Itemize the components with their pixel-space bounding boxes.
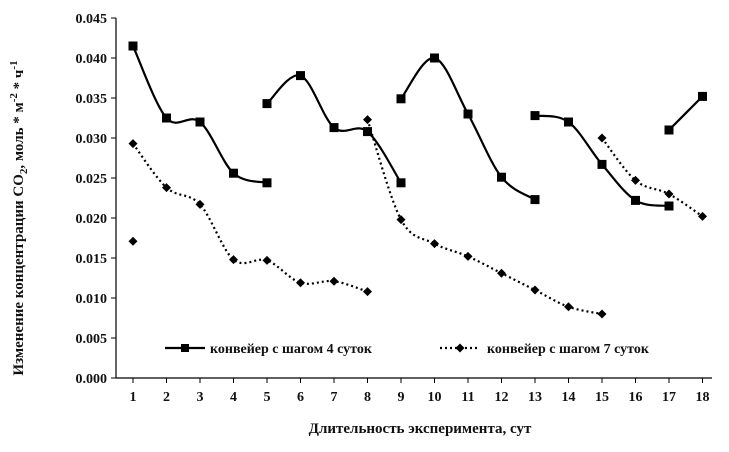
x-tick-label: 16 (629, 390, 643, 405)
series-2-point (564, 302, 573, 312)
legend-marker-series-2 (455, 343, 465, 353)
x-tick-label: 3 (197, 390, 204, 405)
y-tick-label: 0.030 (76, 132, 108, 147)
series-1-point (530, 195, 540, 205)
series-1-point (329, 123, 339, 133)
series-1-point (597, 159, 607, 169)
series-2-point (296, 278, 305, 288)
series-1-line (400, 56, 536, 201)
series-2-point (396, 215, 406, 225)
series-1-point (195, 117, 205, 127)
plot-area (128, 41, 707, 319)
y-tick-label: 0.020 (76, 212, 108, 227)
y-tick-label: 0.045 (76, 12, 108, 27)
series-2-point (664, 189, 674, 199)
series-2-point (363, 115, 372, 125)
y-tick-label: 0.040 (76, 52, 108, 67)
series-1-point (430, 53, 439, 63)
series-1-point (162, 113, 171, 123)
x-tick-label: 1 (130, 390, 137, 405)
series-1-point (396, 178, 406, 188)
x-tick-label: 14 (562, 390, 576, 405)
series-2-point (363, 287, 372, 297)
series-1-point (497, 172, 506, 182)
series-1-line (668, 95, 704, 131)
x-tick-label: 5 (264, 390, 271, 405)
series-2-point (162, 183, 171, 193)
y-tick-label: 0.005 (76, 332, 108, 347)
x-tick-label: 2 (163, 390, 170, 405)
series-2-line (132, 142, 368, 293)
legend-label-series-2: конвейер с шагом 7 суток (487, 342, 650, 357)
series-2-point (597, 133, 607, 143)
series-2-point (128, 236, 138, 246)
series-1-point (396, 94, 406, 104)
series-2-point (128, 139, 138, 149)
series-1-point (128, 41, 138, 51)
x-axis-title: Длительность эксперимента, сут (309, 421, 532, 437)
series-1-point (262, 178, 272, 188)
series-2-point (497, 268, 506, 278)
series-2-point (530, 285, 540, 295)
y-tick-label: 0.025 (76, 172, 108, 187)
x-tick-label: 10 (428, 390, 442, 405)
series-1-point (363, 127, 372, 137)
legend: конвейер с шагом 4 суток конвейер с шаго… (165, 342, 650, 357)
series-1-point (698, 91, 707, 101)
series-2-point (229, 255, 238, 265)
series-1-point (296, 71, 305, 81)
series-1-point (631, 195, 640, 205)
series-2-point (430, 239, 439, 249)
series-2-point (195, 199, 205, 209)
series-2-point (463, 251, 473, 261)
series-2-point (631, 175, 640, 185)
series-2-point (262, 255, 272, 265)
x-tick-label: 13 (528, 390, 542, 405)
x-tick-label: 8 (364, 390, 371, 405)
series-2-point (329, 276, 339, 286)
series-2-point (698, 211, 707, 221)
y-tick-label: 0.015 (76, 252, 108, 267)
series-1-point (262, 99, 272, 109)
series-1-point (664, 201, 674, 211)
x-tick-label: 9 (398, 390, 405, 405)
series-1-point (229, 168, 238, 178)
series-1-point (530, 111, 540, 121)
x-tick-label: 12 (495, 390, 509, 405)
x-tick-label: 6 (297, 390, 304, 405)
series-2-point (597, 309, 607, 319)
y-tick-label: 0.035 (76, 92, 108, 107)
x-tick-label: 4 (230, 390, 237, 405)
y-tick-label: 0.010 (76, 292, 108, 307)
x-tick-label: 15 (595, 390, 609, 405)
y-axis-title: Изменение концентрации CO2, моль * м-2 *… (8, 60, 30, 375)
ticks: 0.000 0.005 0.010 0.015 0.020 0.025 0.030 0.035… (76, 12, 710, 405)
series-1-line (132, 45, 268, 184)
x-tick-label: 7 (331, 390, 338, 405)
series-1-point (564, 117, 573, 127)
axes (115, 18, 712, 379)
series-1-point (664, 125, 674, 135)
series-2-line (601, 137, 704, 218)
y-tick-label: 0.000 (76, 372, 108, 387)
legend-marker-series-1 (181, 344, 189, 352)
legend-label-series-1: конвейер с шагом 4 суток (210, 342, 373, 357)
series-1-point (463, 109, 473, 119)
x-tick-label: 17 (662, 390, 676, 405)
x-tick-label: 11 (461, 390, 474, 405)
x-tick-label: 18 (696, 390, 710, 405)
